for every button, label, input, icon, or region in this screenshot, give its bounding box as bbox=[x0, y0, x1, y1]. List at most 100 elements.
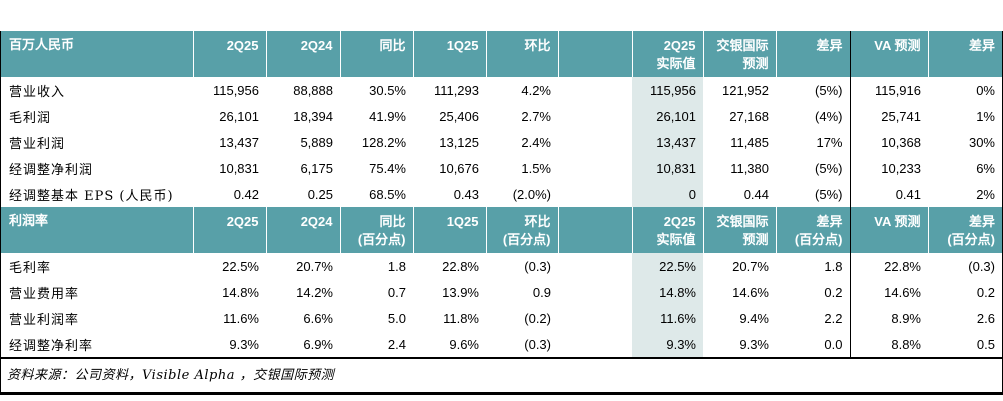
value-cell: 2.2 bbox=[776, 305, 850, 331]
source-note-text: 资料来源：公司资料，Visible Alpha ，交银国际预测 bbox=[7, 368, 335, 383]
value-cell: 2.4 bbox=[340, 331, 413, 357]
spacer-cell bbox=[558, 77, 632, 103]
value-cell: 20.7% bbox=[703, 253, 776, 279]
table-title-cell: 利润率 bbox=[1, 207, 193, 253]
value-cell: 1% bbox=[928, 103, 1002, 129]
column-header: 差异 bbox=[927, 31, 1002, 77]
value-cell: 8.9% bbox=[849, 305, 928, 331]
column-header: 同比 bbox=[339, 31, 413, 77]
column-header: 差异 (百分点) bbox=[927, 207, 1002, 253]
value-cell: 11.6% bbox=[193, 305, 266, 331]
value-cell: 0.9 bbox=[486, 279, 558, 305]
row-label: 营业利润 bbox=[1, 129, 193, 155]
spacer-header bbox=[557, 207, 632, 253]
spacer-cell bbox=[558, 305, 632, 331]
value-cell: 2% bbox=[928, 181, 1002, 207]
row-label: 经调整净利率 bbox=[1, 331, 193, 357]
value-cell: 75.4% bbox=[340, 155, 413, 181]
table-row: 毛利润 26,101 18,394 41.9% 25,406 2.7% 26,101 27,1… bbox=[1, 103, 1002, 129]
value-cell: (0.3) bbox=[928, 253, 1002, 279]
value-cell: 5,889 bbox=[266, 129, 340, 155]
value-cell: 1.8 bbox=[776, 253, 850, 279]
value-cell: (0.3) bbox=[486, 253, 558, 279]
value-cell: 0.5 bbox=[928, 331, 1002, 357]
row-label: 营业利润率 bbox=[1, 305, 193, 331]
financial-results-table-block: 百万人民币 2Q25 2Q24 同比 1Q25 环比 2Q25 实际值 交银国际 预测 差异 VA… bbox=[0, 31, 1003, 395]
value-cell: 0.44 bbox=[703, 181, 776, 207]
value-cell: (5%) bbox=[776, 181, 850, 207]
margin-ratios-comparison-table: 利润率 2Q25 2Q24 同比 (百分点) 1Q25 环比 (百分点) 2Q25 实际值交… bbox=[1, 207, 1002, 357]
value-cell: 11.8% bbox=[413, 305, 486, 331]
value-cell: 121,952 bbox=[703, 77, 776, 103]
table-row: 营业费用率 14.8% 14.2% 0.7 13.9% 0.9 14.8% 14.6% 0.2 1… bbox=[1, 279, 1002, 305]
source-note-bar: 资料来源：公司资料，Visible Alpha ，交银国际预测 bbox=[1, 357, 1002, 395]
value-cell: 17% bbox=[776, 129, 850, 155]
value-cell: 115,956 bbox=[632, 77, 703, 103]
value-cell: 13,437 bbox=[632, 129, 703, 155]
value-cell: 2.4% bbox=[486, 129, 558, 155]
table-row: 经调整基本 EPS (人民币) 0.42 0.25 68.5% 0.43 (2.0%) 0 0… bbox=[1, 181, 1002, 207]
value-cell: 22.8% bbox=[849, 253, 928, 279]
value-cell: 22.5% bbox=[632, 253, 703, 279]
column-header: 环比 (百分点) bbox=[485, 207, 558, 253]
column-header: 同比 (百分点) bbox=[339, 207, 413, 253]
column-header: 2Q24 bbox=[265, 31, 340, 77]
value-cell: 10,831 bbox=[632, 155, 703, 181]
spacer-cell bbox=[558, 253, 632, 279]
value-cell: 11,485 bbox=[703, 129, 776, 155]
value-cell: 41.9% bbox=[340, 103, 413, 129]
column-header: 差异 bbox=[775, 31, 850, 77]
value-cell: 0.41 bbox=[849, 181, 928, 207]
value-cell: 0.2 bbox=[776, 279, 850, 305]
row-label: 毛利润 bbox=[1, 103, 193, 129]
row-label: 毛利率 bbox=[1, 253, 193, 279]
column-header: 1Q25 bbox=[412, 31, 486, 77]
row-label: 营业费用率 bbox=[1, 279, 193, 305]
value-cell: 20.7% bbox=[266, 253, 340, 279]
header-row: 百万人民币 2Q25 2Q24 同比 1Q25 环比 2Q25 实际值 交银国际 预测 差异 VA… bbox=[1, 31, 1002, 77]
value-cell: 6.6% bbox=[266, 305, 340, 331]
value-cell: (5%) bbox=[776, 77, 850, 103]
value-cell: 10,831 bbox=[193, 155, 266, 181]
value-cell: 26,101 bbox=[193, 103, 266, 129]
column-header: VA 预测 bbox=[849, 31, 928, 77]
value-cell: 22.8% bbox=[413, 253, 486, 279]
value-cell: 13,125 bbox=[413, 129, 486, 155]
spacer-cell bbox=[558, 129, 632, 155]
value-cell: 9.6% bbox=[413, 331, 486, 357]
value-cell: 10,676 bbox=[413, 155, 486, 181]
column-header: VA 预测 bbox=[849, 207, 928, 253]
value-cell: 111,293 bbox=[413, 77, 486, 103]
income-statement-comparison-table: 百万人民币 2Q25 2Q24 同比 1Q25 环比 2Q25 实际值 交银国际 预测 差异 VA… bbox=[1, 31, 1002, 207]
value-cell: 30% bbox=[928, 129, 1002, 155]
table-row: 经调整净利润 10,831 6,175 75.4% 10,676 1.5% 10,831 11… bbox=[1, 155, 1002, 181]
value-cell: 25,741 bbox=[849, 103, 928, 129]
value-cell: 14.8% bbox=[632, 279, 703, 305]
value-cell: 9.3% bbox=[193, 331, 266, 357]
value-cell: 9.4% bbox=[703, 305, 776, 331]
spacer-header bbox=[557, 31, 632, 77]
value-cell: 22.5% bbox=[193, 253, 266, 279]
value-cell: 14.6% bbox=[849, 279, 928, 305]
value-cell: 0% bbox=[928, 77, 1002, 103]
value-cell: 11.6% bbox=[632, 305, 703, 331]
column-header: 2Q25 bbox=[192, 207, 266, 253]
value-cell: 10,233 bbox=[849, 155, 928, 181]
value-cell: 27,168 bbox=[703, 103, 776, 129]
value-cell: 14.8% bbox=[193, 279, 266, 305]
value-cell: 25,406 bbox=[413, 103, 486, 129]
value-cell: 0.2 bbox=[928, 279, 1002, 305]
value-cell: 128.2% bbox=[340, 129, 413, 155]
value-cell: 26,101 bbox=[632, 103, 703, 129]
value-cell: 6% bbox=[928, 155, 1002, 181]
table-row: 营业收入 115,956 88,888 30.5% 111,293 4.2% 115,956… bbox=[1, 77, 1002, 103]
value-cell: 0.7 bbox=[340, 279, 413, 305]
row-label: 营业收入 bbox=[1, 77, 193, 103]
value-cell: 4.2% bbox=[486, 77, 558, 103]
column-header: 2Q25 实际值 bbox=[631, 207, 703, 253]
value-cell: 8.8% bbox=[849, 331, 928, 357]
value-cell: 30.5% bbox=[340, 77, 413, 103]
value-cell: 13,437 bbox=[193, 129, 266, 155]
value-cell: 0.25 bbox=[266, 181, 340, 207]
spacer-cell bbox=[558, 155, 632, 181]
